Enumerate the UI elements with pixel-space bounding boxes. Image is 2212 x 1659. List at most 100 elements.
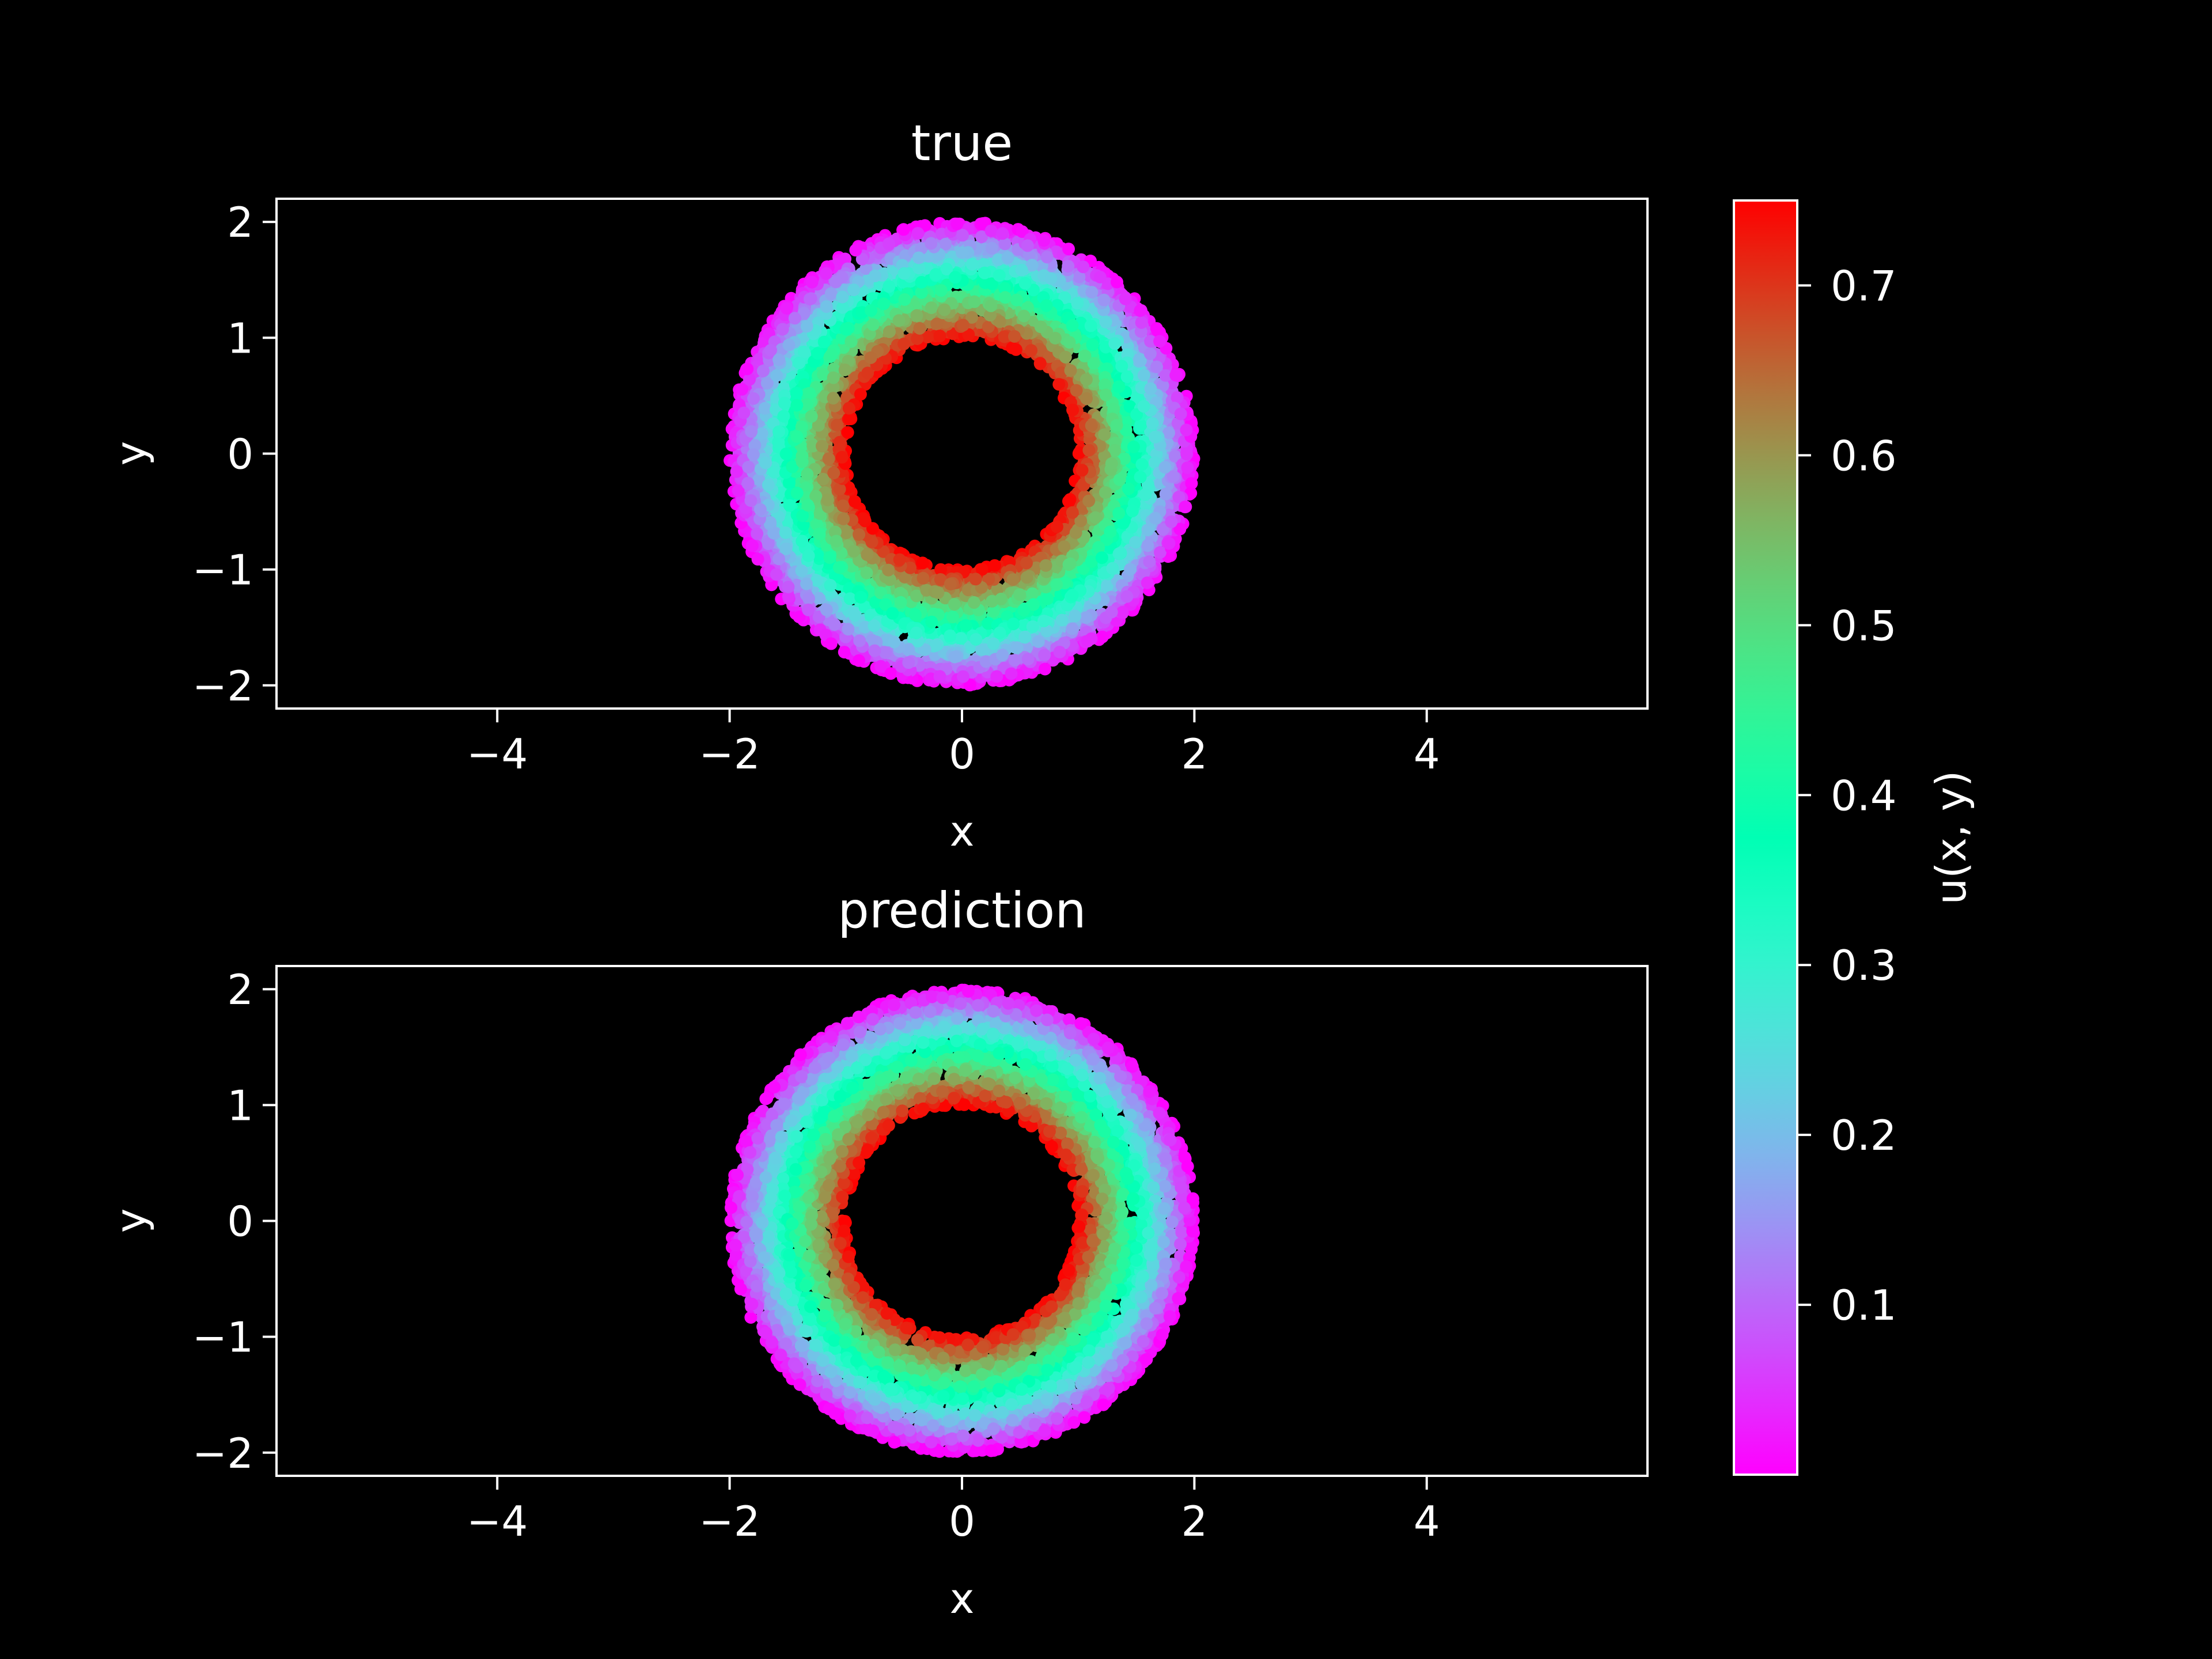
scatter-point [991,253,1005,266]
scatter-point [1168,450,1181,463]
scatter-point [985,277,998,290]
scatter-point [1171,391,1184,404]
scatter-point [1017,309,1031,323]
scatter-point [1098,428,1111,441]
scatter-point [782,581,795,593]
scatter-point [823,350,836,363]
scatter-point [810,574,823,587]
scatter-point [778,396,791,410]
scatter-point [812,419,825,432]
scatter-point [839,252,852,266]
scatter-point [816,408,830,421]
scatter-point [1093,271,1107,283]
scatter-point [736,382,749,396]
scatter-point [1085,286,1099,299]
scatter-point [1080,373,1093,386]
scatter-point [1122,482,1135,495]
scatter-point [925,237,938,250]
scatter-point [988,559,1001,572]
scatter-point [948,598,961,611]
scatter-point [793,356,806,369]
scatter-point [874,660,887,673]
scatter-point [866,318,880,331]
scatter-point [1040,624,1053,638]
scatter-point [1082,494,1096,507]
scatter-point [1064,364,1077,377]
scatter-point [833,483,846,496]
scatter-point [1055,613,1069,627]
scatter-point [1070,384,1083,397]
scatter-point [987,605,1000,618]
scatter-point [1066,319,1079,332]
scatter-point [1107,403,1120,416]
scatter-point [1165,515,1178,528]
scatter-point [987,637,1000,650]
scatter-point [912,262,925,275]
scatter-point [1071,297,1084,310]
scatter-point [1034,320,1047,334]
scatter-point [813,528,826,540]
scatter-point [855,252,869,266]
scatter-point [1120,370,1134,384]
scatter-point [772,435,785,449]
scatter-point [965,311,979,324]
scatter-point [1118,452,1131,465]
scatter-point [1181,461,1194,474]
scatter-point [925,301,938,315]
scatter-point [930,317,944,331]
scatter-point [1099,486,1112,499]
scatter-point [838,646,851,659]
scatter-point [940,263,953,276]
scatter-point [1185,477,1198,490]
scatter-point [1025,259,1039,272]
scatter-point [817,368,830,381]
scatter-point [861,366,874,380]
scatter-point [878,646,892,660]
scatter-point [1158,461,1172,474]
scatter-point [848,609,861,622]
scatter-point [820,603,833,616]
scatter-point [1156,379,1169,392]
scatter-point [842,623,855,636]
scatter-point [1134,419,1147,432]
scatter-point [816,472,830,486]
scatter-point [1129,536,1142,549]
scatter-point [779,448,793,460]
scatter-point [1025,344,1038,357]
scatter-point [1112,380,1126,393]
scatter-point [1124,563,1137,576]
scatter-point [1069,609,1082,623]
scatter-point [916,571,930,585]
scatter-point [1134,354,1147,368]
scatter-point [882,280,896,293]
scatter-point [1038,649,1051,662]
scatter-point [1135,381,1148,395]
scatter-point [1149,456,1162,469]
scatter-point [1030,561,1043,574]
scatter-point [1150,360,1163,373]
scatter-point [991,582,1004,596]
scatter-point [982,320,995,334]
scatter-point [1034,343,1047,357]
scatter-point [1135,458,1149,471]
scatter-point [1149,512,1162,525]
scatter-point [1007,618,1020,631]
scatter-point [1174,407,1187,421]
scatter-point [1172,490,1185,503]
scatter-point [956,319,969,332]
scatter-point [767,527,781,540]
scatter-point [892,314,906,327]
scatter-point [1146,417,1159,430]
scatter-point [1073,446,1086,459]
scatter-point [944,578,957,590]
scatter-point [730,465,743,478]
scatter-point [860,566,873,579]
scatter-point [1033,357,1047,370]
scatter-point [838,363,851,377]
scatter-point [1135,316,1148,329]
scatter-point [747,448,760,461]
scatter-point [817,335,831,349]
scatter-point [762,537,775,550]
scatter-point [956,229,969,242]
scatter-point [1016,225,1029,238]
